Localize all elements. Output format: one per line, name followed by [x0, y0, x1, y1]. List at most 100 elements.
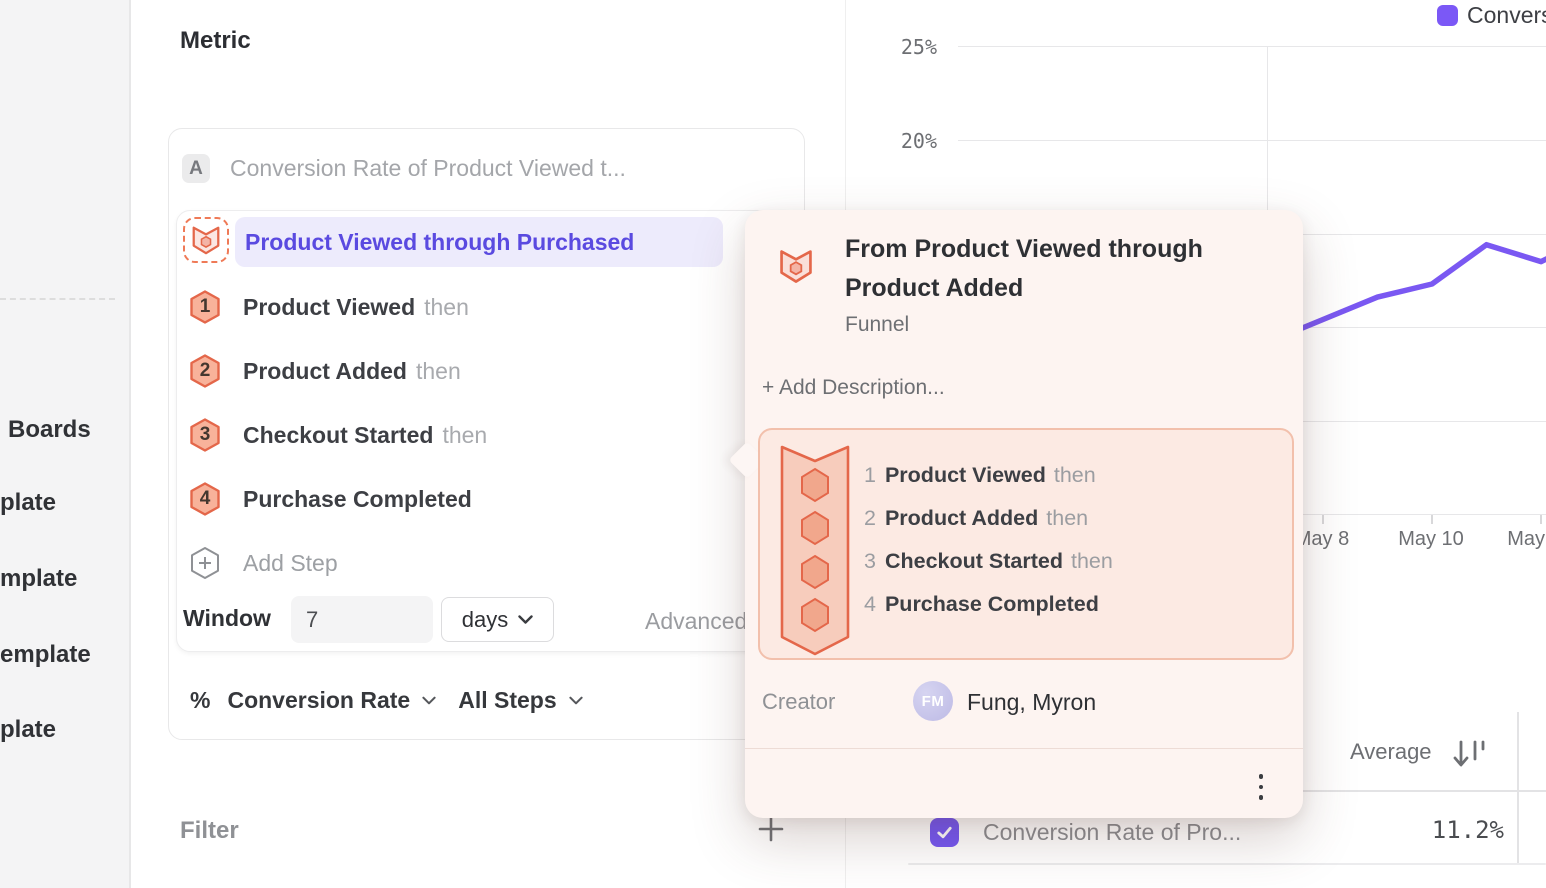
- step-4-name: Purchase Completed: [243, 485, 472, 512]
- popover-steps-box: 1 Product Viewed then 2 Product Added th…: [758, 428, 1294, 660]
- x-axis-tick-may12: May 12: [1507, 528, 1546, 550]
- sidebar: Boards plate mplate emplate plate: [0, 0, 131, 888]
- popover-step-2-name: Product Added: [884, 506, 1039, 530]
- creator-label: Creator: [762, 689, 836, 714]
- funnel-step-row-4[interactable]: 4 Purchase Completed: [183, 482, 723, 516]
- checkmark-icon: [937, 826, 952, 839]
- popover-step-1: 1 Product Viewed then: [864, 454, 1113, 497]
- popover-step-3: 3 Checkout Started then: [864, 540, 1113, 583]
- window-unit-value: days: [461, 606, 509, 632]
- window-label: Window: [183, 605, 271, 631]
- series-a-badge: A: [182, 154, 210, 183]
- step-4-hexagon-badge: 4: [190, 482, 220, 516]
- step-3-name: Checkout Started: [243, 421, 434, 448]
- step-2-connector: then: [415, 357, 461, 384]
- measure-type-dropdown[interactable]: Conversion Rate: [227, 687, 411, 713]
- x-tick-mark: [1540, 515, 1542, 524]
- measure-scope-dropdown[interactable]: All Steps: [458, 687, 557, 713]
- sidebar-item-template-4[interactable]: plate: [0, 716, 57, 743]
- popover-step-1-name: Product Viewed: [884, 463, 1046, 487]
- popover-step-2-connector: then: [1046, 506, 1089, 530]
- more-options-kebab-menu[interactable]: [1249, 769, 1273, 805]
- table-header-average[interactable]: Average: [1350, 739, 1432, 764]
- funnel-step-row-2[interactable]: 2 Product Added then: [183, 354, 723, 388]
- chevron-down-icon: [518, 615, 533, 624]
- popover-step-4-name: Purchase Completed: [884, 592, 1099, 616]
- x-tick-mark: [1431, 515, 1433, 524]
- popover-step-3-connector: then: [1070, 549, 1113, 573]
- series-visibility-checkbox[interactable]: [930, 818, 959, 847]
- x-axis-tick-may8: May 8: [1294, 528, 1350, 550]
- series-title[interactable]: Conversion Rate of Product Viewed t...: [230, 155, 626, 181]
- funnel-ribbon-graphic: [780, 445, 850, 656]
- step-2-number: 2: [199, 360, 211, 381]
- y-axis-tick-25: 25%: [900, 35, 937, 59]
- creator-name: Fung, Myron: [967, 689, 1097, 715]
- funnel-metric-icon: [183, 217, 229, 263]
- table-row-divider: [908, 863, 1546, 865]
- chart-legend[interactable]: Conversion Rate of Pro...: [1437, 2, 1546, 29]
- measure-row: % Conversion Rate All Steps: [190, 687, 583, 714]
- popover-steps-list: 1 Product Viewed then 2 Product Added th…: [864, 454, 1113, 626]
- step-3-connector: then: [442, 421, 488, 448]
- sidebar-item-template-1[interactable]: plate: [0, 489, 57, 516]
- selected-event-label: Product Viewed through Purchased: [245, 228, 635, 255]
- popover-step-1-connector: then: [1053, 463, 1096, 487]
- step-2-hexagon-badge: 2: [190, 354, 220, 388]
- metric-section-heading: Metric: [180, 27, 251, 54]
- popover-step-1-number: 1: [864, 463, 876, 487]
- step-1-hexagon-badge: 1: [190, 290, 220, 324]
- percent-symbol: %: [190, 687, 211, 713]
- x-tick-mark: [1322, 515, 1324, 524]
- sidebar-item-boards[interactable]: Boards: [8, 416, 91, 443]
- popover-step-2: 2 Product Added then: [864, 497, 1113, 540]
- y-axis-tick-20: 20%: [900, 129, 937, 153]
- step-2-name: Product Added: [243, 357, 407, 384]
- sidebar-item-template-3[interactable]: emplate: [0, 641, 91, 668]
- gridline-20: [958, 140, 1546, 141]
- window-value-input[interactable]: [291, 596, 433, 643]
- funnel-step-row-3[interactable]: 3 Checkout Started then: [183, 418, 723, 452]
- table-row-series-label[interactable]: Conversion Rate of Pro...: [983, 819, 1242, 845]
- creator-avatar: FM: [913, 681, 953, 721]
- add-description-button[interactable]: + Add Description...: [762, 376, 945, 399]
- funnel-editor-card: [176, 210, 797, 652]
- popover-step-4: 4 Purchase Completed: [864, 583, 1113, 626]
- gridline-25: [958, 46, 1546, 47]
- funnel-icon: [192, 226, 220, 255]
- funnel-icon: [780, 250, 812, 283]
- add-step-hexagon-icon: [190, 546, 220, 580]
- advanced-link[interactable]: Advanced: [645, 608, 748, 634]
- table-row-average-value: 11.2%: [1431, 816, 1504, 844]
- popover-step-3-number: 3: [864, 549, 876, 573]
- chevron-down-icon[interactable]: [569, 696, 583, 705]
- funnel-step-row-1[interactable]: 1 Product Viewed then: [183, 290, 723, 324]
- selected-event-pill[interactable]: Product Viewed through Purchased: [235, 217, 723, 267]
- filter-section-heading: Filter: [180, 817, 239, 844]
- legend-series-label: Conversion Rate of Pro...: [1467, 2, 1546, 28]
- step-1-connector: then: [424, 293, 469, 320]
- popover-divider: [745, 748, 1303, 749]
- step-4-number: 4: [199, 488, 211, 509]
- legend-color-swatch: [1437, 5, 1458, 26]
- sidebar-divider: [0, 298, 115, 300]
- step-1-number: 1: [199, 296, 211, 317]
- window-unit-dropdown[interactable]: days: [441, 597, 554, 642]
- x-axis-tick-may10: May 10: [1398, 528, 1464, 550]
- chevron-down-icon[interactable]: [422, 696, 436, 705]
- popover-step-4-number: 4: [864, 592, 876, 616]
- popover-step-3-name: Checkout Started: [884, 549, 1063, 573]
- step-1-name: Product Viewed: [243, 293, 416, 320]
- add-step-button[interactable]: Add Step: [183, 546, 723, 580]
- step-3-hexagon-badge: 3: [190, 418, 220, 452]
- add-filter-button[interactable]: [757, 815, 785, 843]
- metric-details-popover: From Product Viewed through Product Adde…: [728, 210, 1303, 818]
- popover-metric-type: Funnel: [845, 313, 910, 336]
- step-3-number: 3: [199, 424, 211, 445]
- conversion-trend-line: [1265, 241, 1546, 345]
- add-step-label: Add Step: [243, 549, 338, 576]
- sidebar-item-template-2[interactable]: mplate: [0, 565, 78, 592]
- popover-step-2-number: 2: [864, 506, 876, 530]
- sort-descending-icon[interactable]: [1452, 739, 1486, 769]
